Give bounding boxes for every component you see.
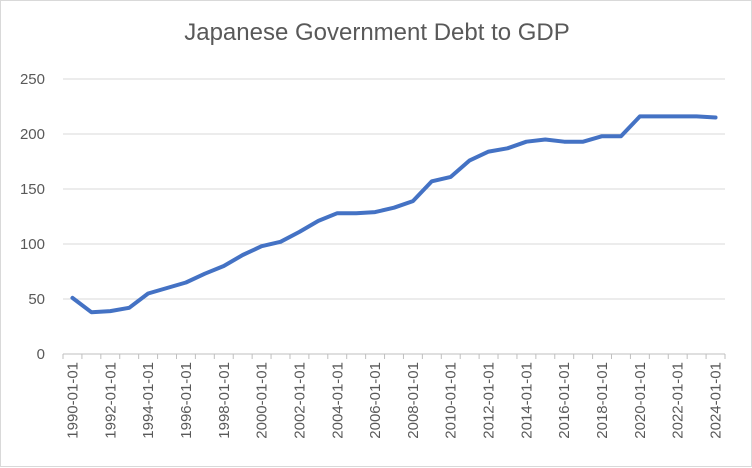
y-tick-label: 200	[20, 126, 45, 143]
data-point	[297, 230, 301, 234]
x-tick-label: 2010-01-01	[443, 362, 460, 439]
data-point	[411, 199, 415, 203]
data-point	[392, 206, 396, 210]
x-tick-label: 2020-01-01	[632, 362, 649, 439]
data-point	[714, 116, 718, 120]
data-point	[108, 309, 112, 313]
x-tick-label: 2018-01-01	[594, 362, 611, 439]
y-tick-label: 250	[20, 71, 45, 88]
data-point	[222, 264, 226, 268]
data-point	[543, 138, 547, 142]
data-point	[695, 114, 699, 118]
x-tick-label: 2008-01-01	[405, 362, 422, 439]
x-tick-label: 2014-01-01	[518, 362, 535, 439]
data-point	[279, 240, 283, 244]
data-point	[165, 286, 169, 290]
data-point	[562, 140, 566, 144]
data-point	[449, 175, 453, 179]
data-point	[89, 310, 93, 314]
y-tick-label: 100	[20, 236, 45, 253]
data-point	[468, 158, 472, 162]
data-point	[70, 296, 74, 300]
x-tick-label: 2024-01-01	[708, 362, 725, 439]
series-line	[70, 114, 718, 315]
data-point	[676, 114, 680, 118]
x-tick-label: 2006-01-01	[367, 362, 384, 439]
y-tick-label: 150	[20, 181, 45, 198]
data-point	[430, 179, 434, 183]
data-point	[619, 134, 623, 138]
x-tick-label: 1990-01-01	[64, 362, 81, 439]
x-tick-label: 1998-01-01	[216, 362, 233, 439]
data-point	[638, 114, 642, 118]
x-tick-label: 1994-01-01	[140, 362, 157, 439]
x-tick-label: 2004-01-01	[329, 362, 346, 439]
x-tick-label: 2016-01-01	[556, 362, 573, 439]
data-point	[354, 211, 358, 215]
x-tick-label: 2000-01-01	[254, 362, 271, 439]
x-tick-label: 1992-01-01	[102, 362, 119, 439]
data-point	[127, 306, 131, 310]
x-tick-label: 2012-01-01	[481, 362, 498, 439]
data-point	[184, 281, 188, 285]
chart-title: Japanese Government Debt to GDP	[184, 19, 570, 46]
data-point	[203, 272, 207, 276]
data-point	[524, 140, 528, 144]
x-tick-label: 2022-01-01	[670, 362, 687, 439]
y-tick-label: 50	[28, 291, 45, 308]
data-point	[581, 140, 585, 144]
data-point	[600, 134, 604, 138]
y-tick-label: 0	[37, 346, 45, 363]
data-point	[146, 292, 150, 296]
data-point	[335, 211, 339, 215]
data-point	[316, 219, 320, 223]
data-point	[260, 244, 264, 248]
data-point	[373, 210, 377, 214]
data-point	[505, 146, 509, 150]
data-point	[657, 114, 661, 118]
x-tick-label: 2002-01-01	[291, 362, 308, 439]
x-tick-label: 1996-01-01	[178, 362, 195, 439]
data-point	[487, 150, 491, 154]
data-point	[241, 253, 245, 257]
